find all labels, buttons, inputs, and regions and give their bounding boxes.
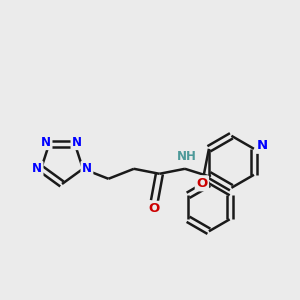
Text: O: O [196,177,208,190]
Text: N: N [41,136,51,149]
Text: NH: NH [177,150,197,163]
Text: O: O [149,202,160,215]
Text: N: N [32,162,42,175]
Text: N: N [72,136,82,149]
Text: N: N [82,162,92,175]
Text: N: N [256,139,268,152]
